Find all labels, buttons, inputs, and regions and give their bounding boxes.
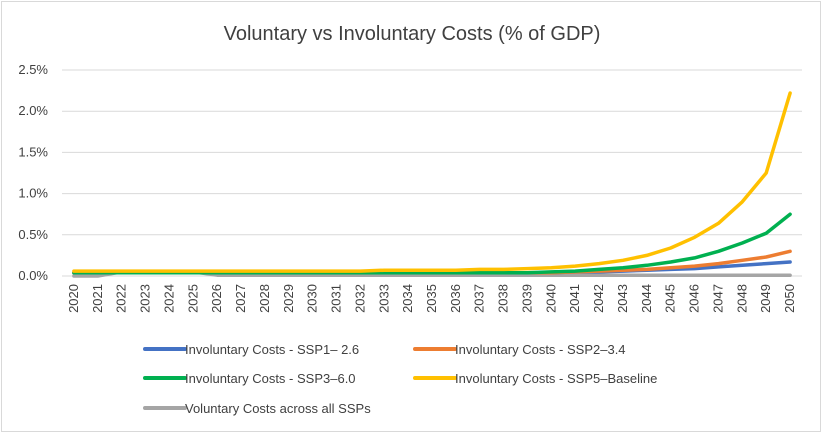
y-tick-label: 2.5% (18, 62, 48, 77)
x-tick-label: 2044 (639, 284, 654, 313)
x-tick-label: 2048 (734, 284, 749, 313)
x-tick-label: 2035 (424, 284, 439, 313)
y-tick-label: 2.0% (18, 103, 48, 118)
legend-label-1: Involuntary Costs - SSP2–3.4 (455, 342, 626, 357)
legend: Involuntary Costs - SSP1– 2.6 Involuntary… (143, 342, 657, 416)
x-tick-label: 2032 (352, 284, 367, 313)
series-line-3 (72, 91, 792, 273)
y-tick-label: 0.5% (18, 227, 48, 242)
x-tick-label: 2046 (687, 284, 702, 313)
x-tick-label: 2043 (615, 284, 630, 313)
legend-label-3: Involuntary Costs - SSP5–Baseline (455, 371, 657, 386)
x-tick-label: 2020 (66, 284, 81, 313)
x-tick-label: 2038 (496, 284, 511, 313)
legend-label-0: Involuntary Costs - SSP1– 2.6 (185, 342, 359, 357)
y-tick-label: 0.0% (18, 268, 48, 283)
x-tick-label: 2025 (185, 284, 200, 313)
y-tick-label: 1.5% (18, 144, 48, 159)
x-tick-label: 2039 (519, 284, 534, 313)
y-tick-label: 1.0% (18, 186, 48, 201)
x-tick-label: 2040 (543, 284, 558, 313)
legend-label-4: Voluntary Costs across all SSPs (185, 401, 371, 416)
x-tick-label: 2037 (472, 284, 487, 313)
x-tick-label: 2026 (209, 284, 224, 313)
x-tick-label: 2022 (114, 284, 129, 313)
x-tick-label: 2036 (448, 284, 463, 313)
x-tick-label: 2047 (710, 284, 725, 313)
x-tick-label: 2045 (663, 284, 678, 313)
x-axis-ticks: 2020 2021 2022 2023 2024 2025 2026 2027 2028 2029… (66, 284, 797, 313)
x-tick-label: 2031 (329, 284, 344, 313)
x-tick-label: 2041 (567, 284, 582, 313)
x-tick-label: 2024 (161, 284, 176, 313)
y-axis-ticks: 0.0% 0.5% 1.0% 1.5% 2.0% 2.5% (18, 62, 48, 283)
x-tick-label: 2029 (281, 284, 296, 313)
x-tick-label: 2021 (90, 284, 105, 313)
x-tick-label: 2023 (138, 284, 153, 313)
x-tick-label: 2049 (758, 284, 773, 313)
x-tick-label: 2027 (233, 284, 248, 313)
chart-title: Voluntary vs Involuntary Costs (% of GDP… (224, 23, 601, 45)
series-lines (72, 91, 792, 278)
legend-label-2: Involuntary Costs - SSP3–6.0 (185, 371, 356, 386)
x-tick-label: 2028 (257, 284, 272, 313)
x-tick-label: 2030 (305, 284, 320, 313)
gridlines (62, 69, 802, 277)
x-tick-label: 2033 (376, 284, 391, 313)
x-tick-label: 2050 (782, 284, 797, 313)
x-tick-label: 2042 (591, 284, 606, 313)
x-tick-label: 2034 (400, 284, 415, 313)
